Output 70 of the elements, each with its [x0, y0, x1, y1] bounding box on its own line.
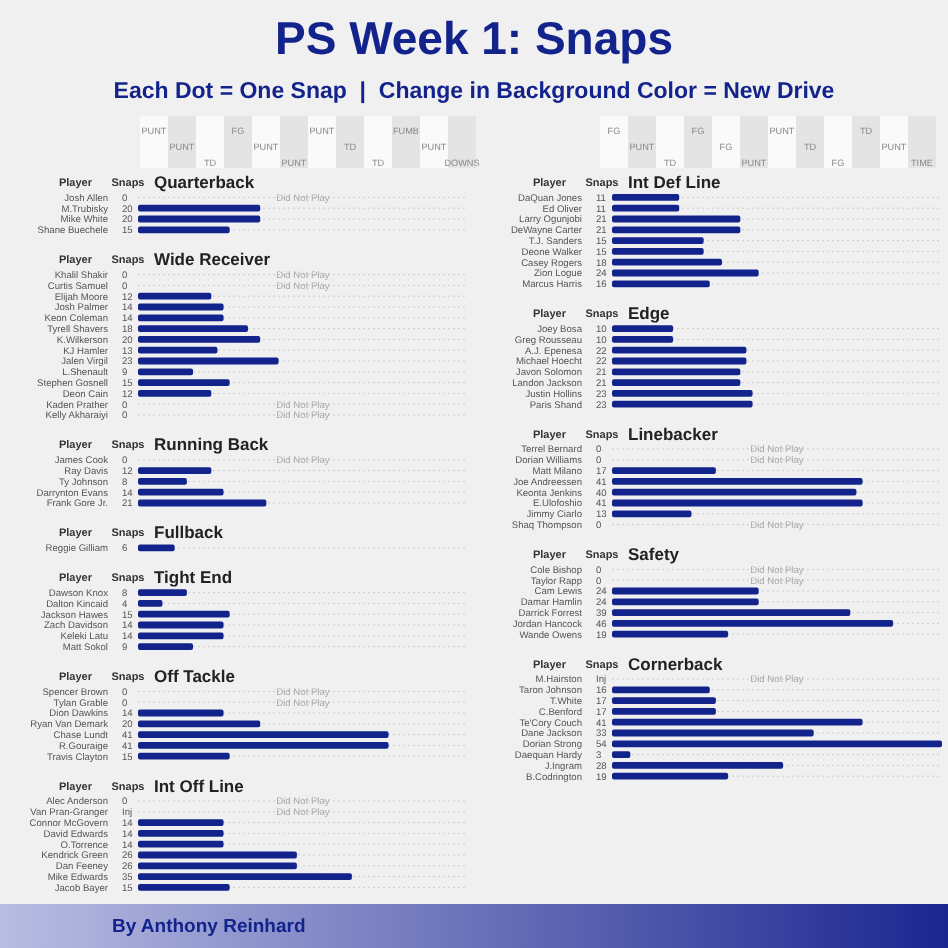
bar: [612, 325, 674, 332]
bar: [138, 873, 352, 880]
bar: [612, 379, 741, 386]
text: By Anthony Reinhard: [112, 916, 306, 938]
bar: [138, 600, 163, 607]
bar: [612, 467, 716, 474]
bar: [138, 742, 389, 749]
chart-title: Int Off Line: [154, 775, 245, 796]
bar: [138, 589, 187, 596]
bar: [138, 720, 261, 728]
bar: [138, 336, 261, 343]
bar: [612, 237, 704, 244]
bar: [138, 478, 187, 485]
bar: [138, 292, 212, 300]
bar: [612, 478, 863, 485]
bar: [612, 708, 716, 715]
bar: [612, 620, 894, 627]
bar: [612, 248, 704, 255]
bar: [612, 751, 631, 758]
bar: [612, 204, 680, 212]
bar: [138, 610, 230, 618]
bar: [138, 862, 297, 870]
bar: [612, 400, 753, 408]
bar: [138, 346, 218, 354]
text: PS Week 1: Snaps: [275, 12, 673, 64]
text: Each Dot = One Snap | Change in Background Color = New Drive: [113, 80, 835, 104]
bar: [138, 325, 248, 332]
bar: [612, 718, 863, 726]
chart-title: Running Back: [154, 434, 269, 455]
bar: [612, 697, 716, 704]
bar: [138, 488, 224, 496]
chart-title: Edge: [628, 303, 671, 324]
chart-title: Fullback: [154, 522, 224, 543]
bar: [612, 686, 710, 694]
chart-title: Wide Receiver: [154, 249, 272, 270]
bar: [138, 840, 224, 848]
bar: [138, 819, 224, 826]
bar: [612, 226, 741, 234]
chart-title: Int Def Line: [628, 172, 722, 192]
chart-title: Tight End: [154, 567, 233, 588]
bar: [612, 390, 753, 397]
bar: [612, 609, 851, 616]
bar: [138, 830, 224, 837]
chart-title: Cornerback: [628, 653, 724, 674]
bar: [138, 467, 212, 474]
chart-title: Quarterback: [154, 172, 255, 192]
bar: [612, 630, 729, 638]
bar: [138, 314, 224, 322]
bar: [138, 632, 224, 640]
bar: [138, 379, 230, 386]
chart-title: Linebacker: [628, 423, 720, 444]
bar: [612, 336, 674, 343]
chart-title: Off Tackle: [154, 666, 236, 686]
bar: [612, 368, 741, 376]
bar: [612, 510, 692, 518]
bar: [138, 731, 389, 738]
bar: [612, 488, 857, 496]
bar: [138, 643, 193, 650]
bar: [612, 762, 784, 769]
chart-title: Safety: [628, 544, 680, 564]
bar: [612, 598, 759, 606]
bar: [612, 258, 722, 266]
bar: [138, 752, 230, 760]
bar: [138, 368, 193, 376]
bar: [612, 280, 710, 288]
bar: [138, 884, 230, 891]
bar: [612, 346, 747, 354]
bar: [138, 390, 212, 397]
bar: [612, 772, 729, 780]
bar: [612, 194, 680, 201]
